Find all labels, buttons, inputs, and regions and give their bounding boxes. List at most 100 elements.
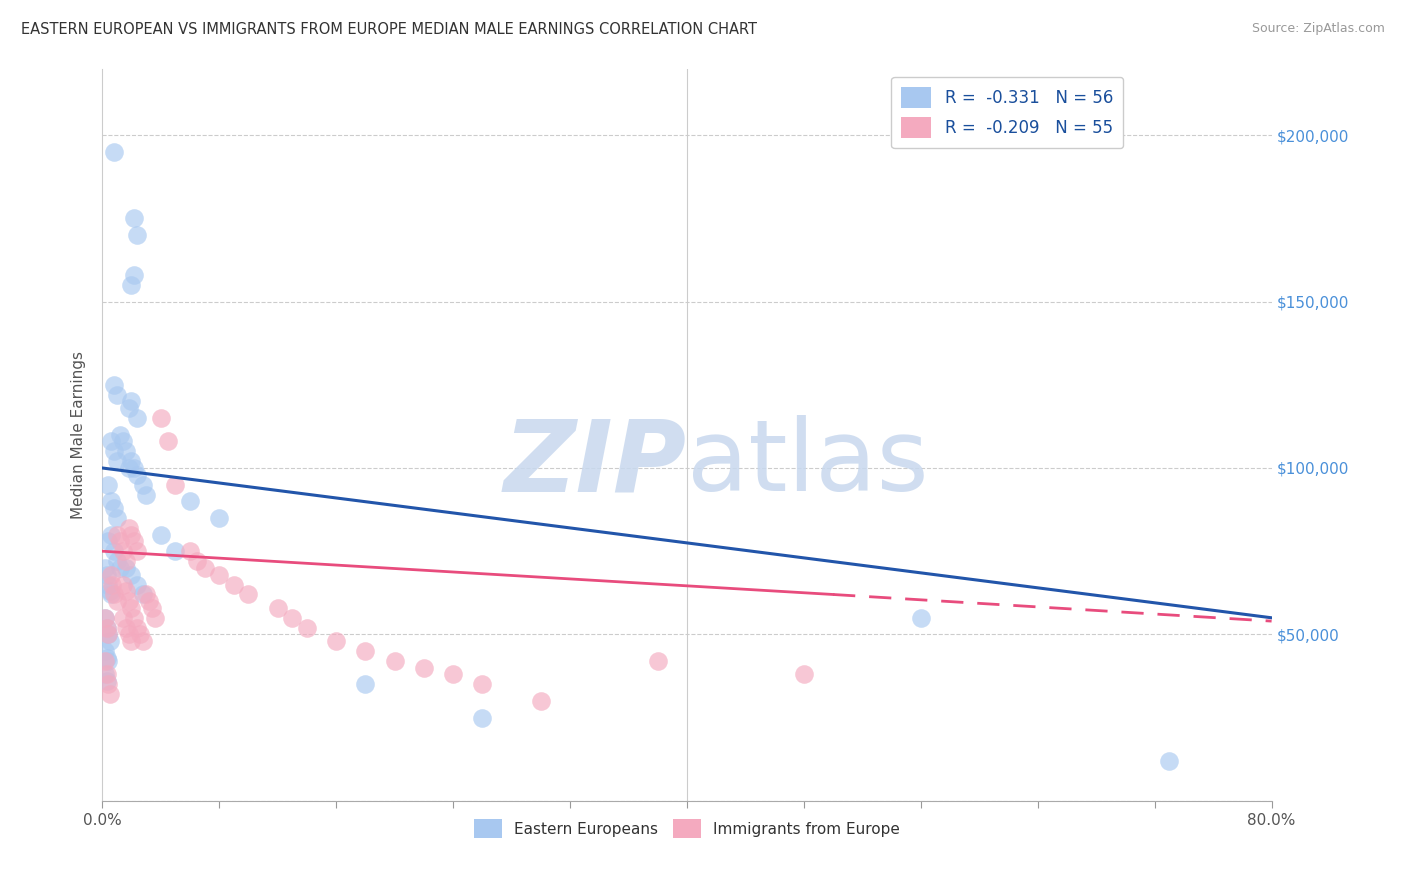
Point [101, 577, 124, 591]
Point [97, 627, 120, 641]
Point [117, 521, 139, 535]
Point [124, 611, 146, 625]
Point [108, 534, 131, 549]
Point [96, 621, 118, 635]
Point [238, 587, 260, 601]
Point [103, 544, 125, 558]
Point [105, 527, 128, 541]
Point [132, 587, 155, 601]
Text: EASTERN EUROPEAN VS IMMIGRANTS FROM EUROPE MEDIAN MALE EARNINGS CORRELATION CHAR: EASTERN EUROPEAN VS IMMIGRANTS FROM EURO… [21, 22, 756, 37]
Point [120, 277, 142, 292]
Point [96, 650, 118, 665]
Point [103, 377, 125, 392]
Point [111, 577, 134, 591]
Point [120, 527, 142, 541]
Point [120, 394, 142, 409]
Point [149, 411, 172, 425]
Point [96, 567, 118, 582]
Point [127, 467, 149, 482]
Point [105, 388, 128, 402]
Point [100, 494, 122, 508]
Point [114, 584, 136, 599]
Point [114, 444, 136, 458]
Point [208, 567, 231, 582]
Point [354, 677, 377, 691]
Point [96, 667, 118, 681]
Point [471, 711, 494, 725]
Point [105, 594, 128, 608]
Point [94, 611, 117, 625]
Point [97, 477, 120, 491]
Point [156, 434, 179, 449]
Point [98, 584, 121, 599]
Point [105, 511, 128, 525]
Point [98, 687, 121, 701]
Point [354, 644, 377, 658]
Point [471, 677, 494, 691]
Point [295, 621, 318, 635]
Point [117, 401, 139, 415]
Point [165, 544, 187, 558]
Point [149, 527, 172, 541]
Point [100, 527, 122, 541]
Point [120, 567, 142, 582]
Point [114, 621, 136, 635]
Point [138, 594, 160, 608]
Point [127, 544, 149, 558]
Point [98, 634, 121, 648]
Point [96, 673, 118, 688]
Point [103, 444, 125, 458]
Point [117, 461, 139, 475]
Point [647, 654, 669, 668]
Point [530, 694, 553, 708]
Point [124, 461, 146, 475]
Point [114, 554, 136, 568]
Point [179, 494, 201, 508]
Point [108, 427, 131, 442]
Point [97, 627, 120, 641]
Point [124, 211, 146, 226]
Point [441, 667, 464, 681]
Point [1159, 754, 1181, 768]
Point [100, 587, 122, 601]
Point [141, 600, 163, 615]
Point [105, 554, 128, 568]
Point [117, 594, 139, 608]
Legend: Eastern Europeans, Immigrants from Europe: Eastern Europeans, Immigrants from Europ… [468, 813, 905, 845]
Point [94, 654, 117, 668]
Point [281, 611, 304, 625]
Point [910, 611, 932, 625]
Point [208, 511, 231, 525]
Point [124, 268, 146, 282]
Point [117, 627, 139, 641]
Point [135, 587, 157, 601]
Point [132, 477, 155, 491]
Point [94, 561, 117, 575]
Point [108, 561, 131, 575]
Point [179, 544, 201, 558]
Text: atlas: atlas [688, 416, 928, 513]
Point [100, 567, 122, 582]
Point [127, 621, 149, 635]
Point [193, 561, 215, 575]
Y-axis label: Median Male Earnings: Median Male Earnings [72, 351, 86, 519]
Text: Source: ZipAtlas.com: Source: ZipAtlas.com [1251, 22, 1385, 36]
Point [94, 667, 117, 681]
Point [384, 654, 406, 668]
Point [103, 145, 125, 159]
Point [120, 634, 142, 648]
Point [97, 577, 120, 591]
Point [266, 600, 288, 615]
Point [100, 434, 122, 449]
Point [105, 454, 128, 468]
Point [103, 500, 125, 515]
Point [222, 577, 245, 591]
Point [143, 611, 166, 625]
Point [120, 454, 142, 468]
Point [135, 488, 157, 502]
Point [132, 634, 155, 648]
Point [97, 677, 120, 691]
Point [165, 477, 187, 491]
Point [94, 611, 117, 625]
Point [127, 577, 149, 591]
